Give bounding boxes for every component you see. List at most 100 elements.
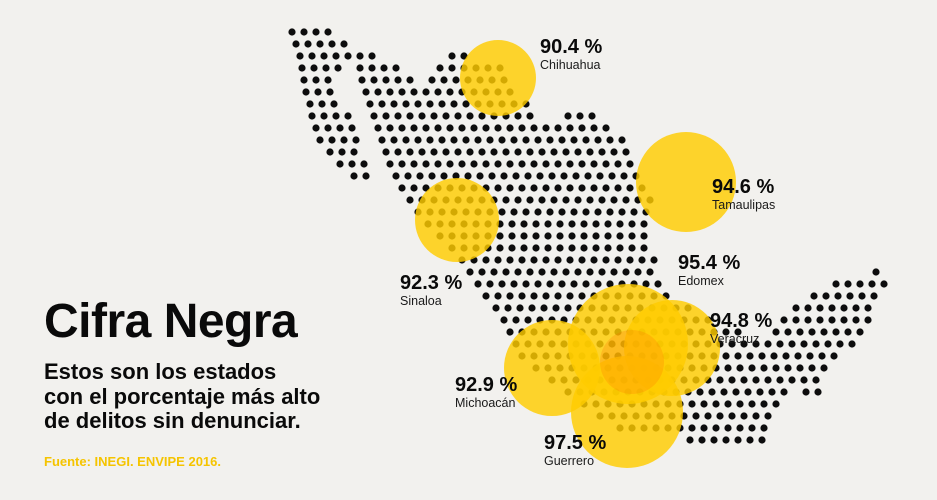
map-dot (824, 340, 832, 348)
map-dot (654, 280, 662, 288)
map-dot (570, 136, 578, 144)
state-bubbles (415, 40, 736, 468)
map-dot (494, 160, 502, 168)
map-dot (530, 160, 538, 168)
map-dot (504, 304, 512, 312)
map-dot (746, 436, 754, 444)
map-dot (832, 328, 840, 336)
map-dot (772, 328, 780, 336)
map-dot (324, 124, 332, 132)
map-dot (494, 124, 502, 132)
map-dot (740, 340, 748, 348)
map-dot (512, 316, 520, 324)
map-dot (450, 100, 458, 108)
map-dot (538, 148, 546, 156)
map-dot (336, 160, 344, 168)
map-dot (524, 172, 532, 180)
map-dot (812, 376, 820, 384)
map-dot (532, 220, 540, 228)
callout-veracruz: 94.8 % Veracruz (710, 310, 772, 347)
map-dot (522, 136, 530, 144)
map-dot (782, 352, 790, 360)
map-dot (594, 208, 602, 216)
map-dot (530, 124, 538, 132)
bubble-tamaulipas (636, 132, 736, 232)
map-dot (582, 136, 590, 144)
map-dot (758, 436, 766, 444)
map-dot (602, 160, 610, 168)
map-dot (710, 436, 718, 444)
map-dot (688, 424, 696, 432)
map-dot (570, 208, 578, 216)
map-dot (626, 256, 634, 264)
map-dot (494, 292, 502, 300)
map-dot (520, 244, 528, 252)
map-dot (514, 148, 522, 156)
map-dot (696, 388, 704, 396)
map-dot (312, 76, 320, 84)
map-dot (804, 316, 812, 324)
map-dot (768, 388, 776, 396)
map-dot (574, 268, 582, 276)
map-dot (428, 76, 436, 84)
map-dot (316, 136, 324, 144)
map-dot (770, 352, 778, 360)
map-dot (404, 172, 412, 180)
map-dot (398, 160, 406, 168)
map-dot (374, 88, 382, 96)
map-dot (506, 292, 514, 300)
source-note: Fuente: INEGI. ENVIPE 2016. (44, 454, 221, 469)
map-dot (502, 148, 510, 156)
map-dot (510, 208, 518, 216)
map-dot (558, 208, 566, 216)
map-dot (716, 412, 724, 420)
map-dot (812, 340, 820, 348)
map-dot (686, 436, 694, 444)
map-dot (500, 172, 508, 180)
map-dot (494, 256, 502, 264)
map-dot (590, 124, 598, 132)
map-dot (580, 220, 588, 228)
map-dot (494, 184, 502, 192)
subtitle-line: Estos son los estados (44, 359, 277, 384)
map-dot (446, 160, 454, 168)
map-dot (578, 184, 586, 192)
map-dot (840, 316, 848, 324)
map-dot (474, 136, 482, 144)
callout-chihuahua: 90.4 % Chihuahua (540, 36, 602, 73)
map-dot (834, 292, 842, 300)
map-dot (592, 232, 600, 240)
map-dot (482, 160, 490, 168)
map-dot (334, 64, 342, 72)
map-dot (526, 268, 534, 276)
map-dot (532, 232, 540, 240)
map-dot (634, 268, 642, 276)
map-dot (622, 148, 630, 156)
map-dot (422, 184, 430, 192)
map-dot (402, 136, 410, 144)
map-dot (370, 112, 378, 120)
map-dot (498, 208, 506, 216)
map-dot (584, 172, 592, 180)
map-dot (476, 172, 484, 180)
map-dot (622, 268, 630, 276)
map-dot (466, 148, 474, 156)
map-dot (470, 124, 478, 132)
map-dot (518, 124, 526, 132)
map-dot (320, 112, 328, 120)
state-percentage: 97.5 % (544, 432, 607, 454)
map-dot (548, 172, 556, 180)
map-dot (514, 196, 522, 204)
map-dot (486, 136, 494, 144)
bubble-chihuahua (460, 40, 536, 116)
map-dot (606, 136, 614, 144)
map-dot (336, 124, 344, 132)
map-dot (308, 112, 316, 120)
map-dot (478, 268, 486, 276)
map-dot (418, 148, 426, 156)
map-dot (734, 352, 742, 360)
map-dot (508, 232, 516, 240)
bubble-guerrero (571, 356, 683, 468)
map-dot (382, 148, 390, 156)
map-dot (748, 400, 756, 408)
